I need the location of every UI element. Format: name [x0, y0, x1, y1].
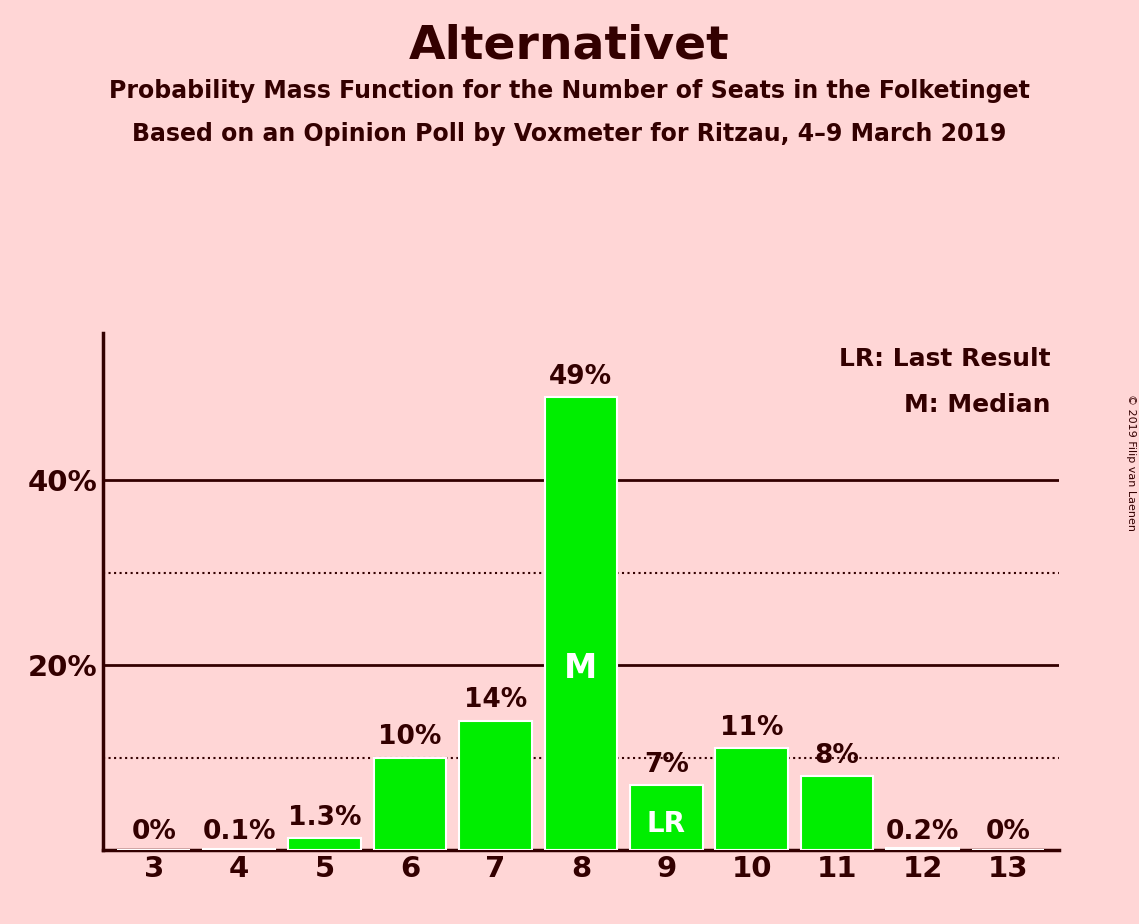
Text: LR: Last Result: LR: Last Result: [839, 346, 1050, 371]
Bar: [801, 776, 874, 850]
Text: M: M: [564, 652, 598, 686]
Bar: [715, 748, 788, 850]
Text: © 2019 Filip van Laenen: © 2019 Filip van Laenen: [1126, 394, 1136, 530]
Text: 7%: 7%: [644, 752, 689, 778]
Text: 0%: 0%: [985, 819, 1031, 845]
Text: Probability Mass Function for the Number of Seats in the Folketinget: Probability Mass Function for the Number…: [109, 79, 1030, 103]
Bar: [203, 849, 276, 850]
Text: 11%: 11%: [720, 715, 784, 741]
Text: 8%: 8%: [814, 743, 860, 769]
Bar: [886, 848, 959, 850]
Bar: [544, 397, 617, 850]
Bar: [288, 838, 361, 850]
Text: 14%: 14%: [464, 687, 527, 713]
Text: 0.1%: 0.1%: [203, 819, 276, 845]
Text: Based on an Opinion Poll by Voxmeter for Ritzau, 4–9 March 2019: Based on an Opinion Poll by Voxmeter for…: [132, 122, 1007, 146]
Text: 10%: 10%: [378, 724, 442, 750]
Bar: [459, 721, 532, 850]
Text: 49%: 49%: [549, 364, 613, 390]
Text: LR: LR: [647, 810, 686, 838]
Text: 0%: 0%: [131, 819, 177, 845]
Text: 0.2%: 0.2%: [886, 819, 959, 845]
Bar: [630, 785, 703, 850]
Text: Alternativet: Alternativet: [409, 23, 730, 68]
Text: 1.3%: 1.3%: [288, 805, 361, 831]
Bar: [374, 758, 446, 850]
Text: M: Median: M: Median: [904, 393, 1050, 417]
